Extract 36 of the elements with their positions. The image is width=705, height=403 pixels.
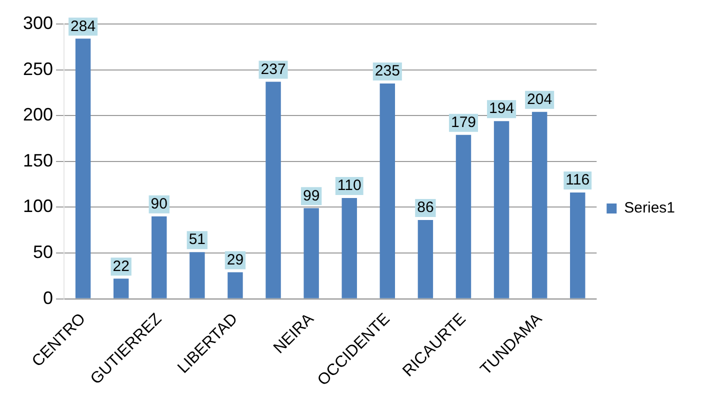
data-label: 86 xyxy=(417,199,434,216)
y-tick-label: 150 xyxy=(22,150,54,170)
legend-label: Series1 xyxy=(624,200,675,217)
bar xyxy=(494,121,510,298)
bar xyxy=(228,272,243,298)
bar xyxy=(113,278,129,298)
data-label: 284 xyxy=(70,18,96,35)
data-label: 235 xyxy=(374,62,400,80)
bar xyxy=(418,220,434,298)
data-label: 90 xyxy=(150,195,168,212)
data-label: 237 xyxy=(260,60,286,78)
data-label: 22 xyxy=(112,258,130,275)
y-tick-label: 250 xyxy=(22,58,54,79)
data-label: 51 xyxy=(188,231,206,248)
data-label: 194 xyxy=(489,100,514,118)
bar xyxy=(266,82,281,298)
bar xyxy=(152,216,167,298)
bar xyxy=(342,198,357,298)
data-label: 204 xyxy=(527,91,552,108)
bar xyxy=(456,134,472,298)
data-label: 29 xyxy=(226,251,244,268)
y-tick-label: 50 xyxy=(33,242,54,262)
y-tick-label: 300 xyxy=(22,12,54,33)
bar xyxy=(75,38,91,298)
data-label: 116 xyxy=(566,172,590,189)
bar xyxy=(380,84,396,298)
y-tick-label: 100 xyxy=(22,196,54,216)
y-tick-label: 200 xyxy=(22,104,54,125)
data-label: 179 xyxy=(450,114,476,131)
bar xyxy=(190,252,205,298)
bar xyxy=(570,192,586,298)
y-tick-label: 0 xyxy=(43,288,54,308)
bar xyxy=(304,208,319,298)
bar xyxy=(532,112,548,298)
data-label: 99 xyxy=(302,187,320,204)
data-label: 110 xyxy=(337,177,362,194)
